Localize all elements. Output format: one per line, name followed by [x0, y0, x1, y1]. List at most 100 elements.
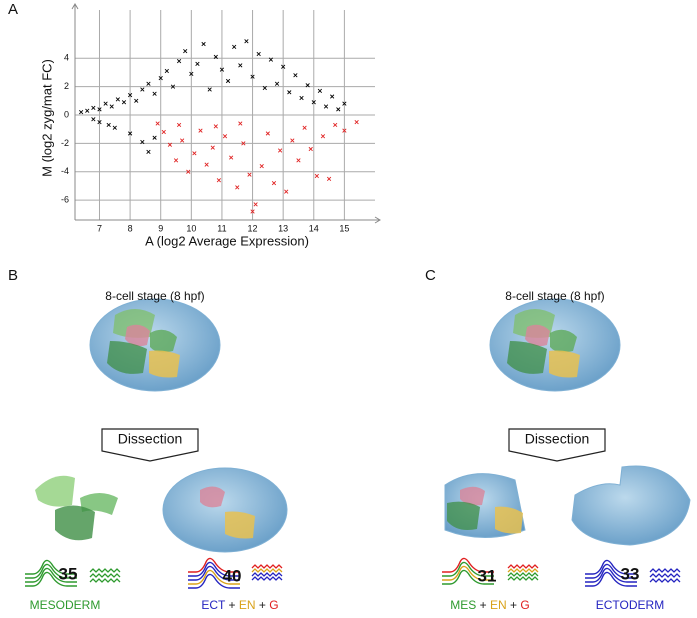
- x-tick-label: 11: [217, 223, 226, 233]
- point: [216, 178, 221, 183]
- point: [333, 122, 338, 128]
- embryo: [489, 298, 621, 392]
- ma-plot: 7 8 9 10 11 12 13 14 15 -6 -4 -2 0 2 4: [61, 3, 381, 233]
- embryo: [89, 298, 221, 392]
- ectoderm-part: [571, 465, 691, 546]
- point: [183, 49, 188, 54]
- point: [247, 172, 252, 177]
- label-part: +: [510, 598, 517, 612]
- y-tick-label: 2: [64, 81, 69, 91]
- point: [198, 128, 203, 133]
- point: [180, 138, 185, 143]
- x-tick-label: 15: [339, 223, 349, 233]
- point: [167, 142, 173, 147]
- point: [164, 68, 169, 74]
- point: [259, 163, 264, 169]
- panel-label: C: [425, 267, 436, 284]
- tissue-label: MESODERM: [30, 598, 101, 612]
- dissection-label: Dissection: [118, 431, 183, 447]
- point: [250, 209, 255, 214]
- point: [85, 108, 90, 113]
- point: [109, 104, 114, 109]
- point: [127, 131, 133, 136]
- x-tick-label: 7: [97, 223, 102, 233]
- x-tick-label: 9: [158, 223, 163, 233]
- gene-count: 31: [478, 566, 497, 585]
- point: [320, 134, 326, 139]
- point: [186, 169, 191, 174]
- point: [134, 98, 139, 103]
- point: [213, 124, 218, 129]
- label-part: EN: [239, 598, 256, 612]
- panel-label: A: [8, 1, 18, 18]
- point: [152, 135, 157, 140]
- point: [293, 73, 298, 78]
- label-part: ECTODERM: [596, 598, 664, 612]
- tissue-label: MES + EN + G: [450, 598, 529, 612]
- stage-label: 8-cell stage (8 hpf): [505, 289, 604, 303]
- x-axis-title: A (log2 Average Expression): [145, 233, 309, 248]
- point: [204, 162, 209, 167]
- point: [284, 189, 289, 194]
- point: [250, 74, 255, 79]
- point: [299, 95, 304, 101]
- y-tick-label: -4: [61, 166, 69, 176]
- label-part: MESODERM: [30, 598, 101, 612]
- point: [336, 107, 341, 112]
- point: [79, 110, 84, 115]
- label-part: G: [269, 598, 278, 612]
- point: [170, 84, 176, 89]
- point: [158, 75, 163, 81]
- point: [210, 145, 215, 150]
- point: [115, 97, 120, 102]
- point: [195, 61, 200, 67]
- x-tick-label: 12: [248, 223, 258, 233]
- point: [326, 176, 332, 181]
- point: [271, 180, 277, 186]
- point: [235, 185, 240, 190]
- point: [274, 81, 280, 86]
- tissue-label: ECTODERM: [596, 598, 664, 612]
- x-tick-label: 10: [186, 223, 196, 233]
- tissue-label: ECT + EN + G: [201, 598, 278, 612]
- point: [268, 57, 274, 62]
- point: [265, 131, 270, 136]
- y-axis: [71, 3, 79, 220]
- point: [152, 91, 157, 96]
- point: [323, 104, 329, 109]
- point: [201, 41, 206, 47]
- label-part: MES: [450, 598, 476, 612]
- point: [311, 100, 316, 105]
- y-axis-title: M (log2 zyg/mat FC): [39, 59, 54, 177]
- x-axis: [75, 216, 381, 224]
- point: [253, 202, 258, 207]
- point: [140, 87, 145, 92]
- point: [91, 105, 96, 111]
- point: [354, 119, 359, 125]
- dissection-label: Dissection: [525, 431, 590, 447]
- point: [146, 149, 151, 155]
- point: [244, 39, 249, 44]
- point: [97, 119, 102, 125]
- point: [112, 125, 117, 130]
- gene-count: 35: [59, 564, 78, 583]
- point: [238, 63, 243, 68]
- panel-label: B: [8, 267, 18, 284]
- point: [232, 44, 237, 50]
- point: [302, 125, 307, 130]
- label-part: G: [520, 598, 529, 612]
- point: [176, 122, 182, 128]
- point: [308, 146, 313, 152]
- gene-count: 40: [223, 566, 242, 585]
- label-part: +: [229, 598, 236, 612]
- x-tick-label: 13: [278, 223, 288, 233]
- stage-label: 8-cell stage (8 hpf): [105, 289, 204, 303]
- label-part: ECT: [201, 598, 226, 612]
- point: [296, 158, 301, 163]
- point: [290, 138, 295, 143]
- point: [342, 128, 347, 133]
- point: [155, 121, 160, 126]
- point: [189, 71, 194, 76]
- point: [192, 151, 197, 156]
- point: [277, 148, 283, 153]
